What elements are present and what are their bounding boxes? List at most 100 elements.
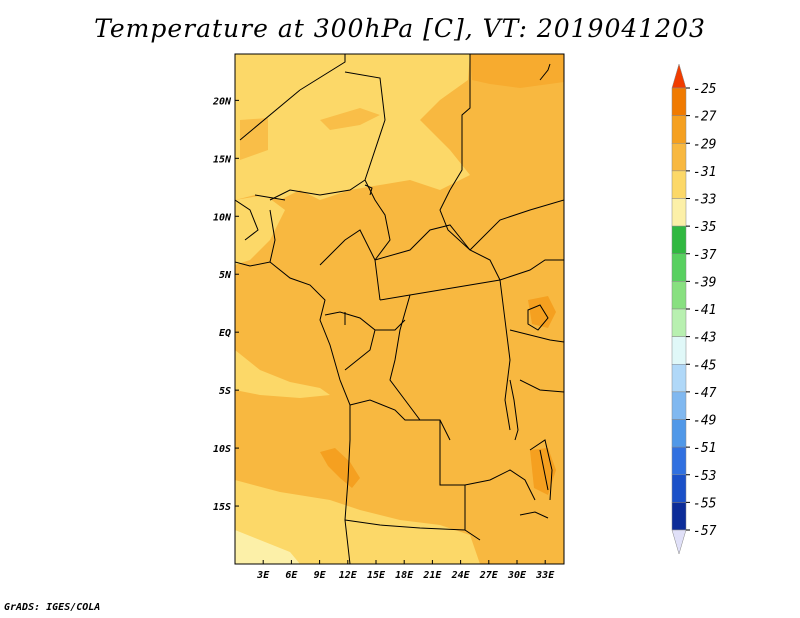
colorbar-label: -51 bbox=[693, 441, 716, 456]
x-tick-label: 27E bbox=[479, 570, 499, 581]
field-angola-warm bbox=[320, 448, 360, 488]
border-east-africa bbox=[499, 259, 564, 281]
field-lake-warm bbox=[528, 296, 556, 328]
colorbar-segment bbox=[671, 446, 687, 475]
chart-title: Temperature at 300hPa [C], VT: 201904120… bbox=[94, 14, 706, 43]
lake-malawi bbox=[539, 449, 549, 491]
y-tick-label: 20N bbox=[212, 96, 232, 107]
colorbar-label: -53 bbox=[693, 469, 716, 484]
x-tick-label: 30E bbox=[507, 570, 527, 581]
colorbar-label: -27 bbox=[693, 110, 717, 125]
colorbar-label: -47 bbox=[693, 386, 717, 401]
colorbar-segment bbox=[671, 281, 687, 310]
colorbar-segment bbox=[671, 336, 687, 365]
x-tick-label: 24E bbox=[451, 570, 471, 581]
colorbar-label: -41 bbox=[693, 303, 716, 318]
x-tick-label: 18E bbox=[395, 570, 414, 581]
colorbar-segment bbox=[671, 474, 687, 503]
border-gabon bbox=[324, 311, 376, 371]
field-west-cool bbox=[235, 195, 285, 265]
field-streak-2 bbox=[240, 118, 268, 160]
border-sahara-1 bbox=[299, 54, 346, 91]
border-tanzania bbox=[519, 379, 564, 393]
x-tick-label: 15E bbox=[367, 570, 386, 581]
border-zambia bbox=[464, 469, 536, 501]
grads-credit: GrADS: IGES/COLA bbox=[4, 602, 101, 613]
border-sudan-south bbox=[469, 199, 564, 251]
x-tick-label: 9E bbox=[314, 570, 327, 581]
border-car bbox=[374, 224, 471, 261]
border-car-s bbox=[379, 279, 501, 301]
colorbar-segment bbox=[671, 115, 687, 144]
colorbar-label: -55 bbox=[693, 496, 717, 511]
lake-victoria bbox=[527, 304, 549, 331]
border-nigeria bbox=[269, 179, 366, 201]
zambezi-shape bbox=[519, 511, 549, 519]
x-tick-label: 3E bbox=[256, 570, 270, 581]
border-sahara-2 bbox=[239, 89, 301, 141]
x-axis-ticks: 3E 6E 9E 12E 15E 18E 21E 24E 27E 30E 33E bbox=[256, 560, 555, 581]
red-sea-coast bbox=[539, 63, 551, 81]
colorbar-segment bbox=[671, 87, 687, 116]
x-tick-label: 6E bbox=[285, 570, 298, 581]
colorbar-segment bbox=[671, 225, 687, 254]
y-axis-ticks: 20N 15N 10N 5N EQ 5S 10S 15S bbox=[212, 96, 239, 513]
border-drc-east bbox=[499, 279, 511, 431]
border-niger-chad bbox=[364, 179, 391, 261]
border-ghana bbox=[269, 209, 276, 263]
colorbar-segment bbox=[671, 391, 687, 420]
lake-chad bbox=[364, 184, 373, 196]
border-congo bbox=[375, 319, 406, 331]
colorbar-segment bbox=[671, 143, 687, 172]
colorbar-label: -49 bbox=[693, 414, 716, 429]
temperature-field bbox=[235, 54, 564, 564]
border-nigeria-s bbox=[319, 229, 381, 301]
colorbar-segment bbox=[671, 364, 687, 393]
border-coast-west bbox=[235, 261, 351, 564]
y-tick-label: 5S bbox=[219, 386, 231, 397]
colorbar-label: -43 bbox=[693, 331, 716, 346]
x-tick-label: 21E bbox=[422, 570, 442, 581]
colorbar-label: -57 bbox=[693, 524, 717, 539]
border-mozambique bbox=[529, 439, 553, 501]
y-tick-label: EQ bbox=[219, 328, 231, 339]
y-tick-label: 15N bbox=[213, 154, 232, 165]
border-angola-s bbox=[344, 519, 466, 531]
border-drc-north bbox=[389, 294, 451, 441]
border-west-coast-n bbox=[235, 199, 259, 241]
plot-frame bbox=[234, 53, 565, 565]
colorbar-label: -33 bbox=[693, 193, 716, 208]
colorbar-segment bbox=[671, 502, 687, 531]
lake-tanganyika bbox=[509, 379, 519, 441]
border-sahara-3 bbox=[344, 71, 386, 181]
colorbar-segment bbox=[671, 308, 687, 337]
field-ocean-cool bbox=[235, 350, 330, 398]
colorbar-segment bbox=[671, 170, 687, 199]
colorbar-label: -31 bbox=[693, 165, 716, 180]
border-burkina bbox=[254, 194, 286, 201]
y-tick-label: 10S bbox=[213, 444, 231, 455]
colorbar-top-arrow bbox=[671, 63, 687, 89]
colorbar-label: -45 bbox=[693, 358, 717, 373]
colorbar-bottom-arrow bbox=[671, 529, 687, 555]
colorbar-label: -35 bbox=[693, 220, 717, 235]
colorbar: -25 -27 -29 -31 -33 -35 -37 -39 -41 -43 -45 -47 -49 -… bbox=[671, 63, 717, 555]
colorbar-label: -29 bbox=[693, 137, 716, 152]
y-tick-label: 5N bbox=[219, 270, 232, 281]
colorbar-label: -39 bbox=[693, 275, 716, 290]
y-tick-label: 10N bbox=[213, 212, 232, 223]
colorbar-segment bbox=[671, 253, 687, 282]
colorbar-segment bbox=[671, 419, 687, 448]
field-streak-1 bbox=[320, 108, 380, 130]
border-libya bbox=[449, 54, 471, 191]
y-tick-label: 15S bbox=[213, 502, 231, 513]
border-angola-n bbox=[349, 399, 420, 421]
country-borders bbox=[235, 54, 564, 564]
border-uganda bbox=[509, 329, 564, 343]
colorbar-segment bbox=[671, 198, 687, 227]
x-tick-label: 12E bbox=[339, 570, 358, 581]
colorbar-label: -37 bbox=[693, 248, 717, 263]
field-southwest-coldest bbox=[235, 530, 300, 564]
x-tick-label: 33E bbox=[535, 570, 555, 581]
